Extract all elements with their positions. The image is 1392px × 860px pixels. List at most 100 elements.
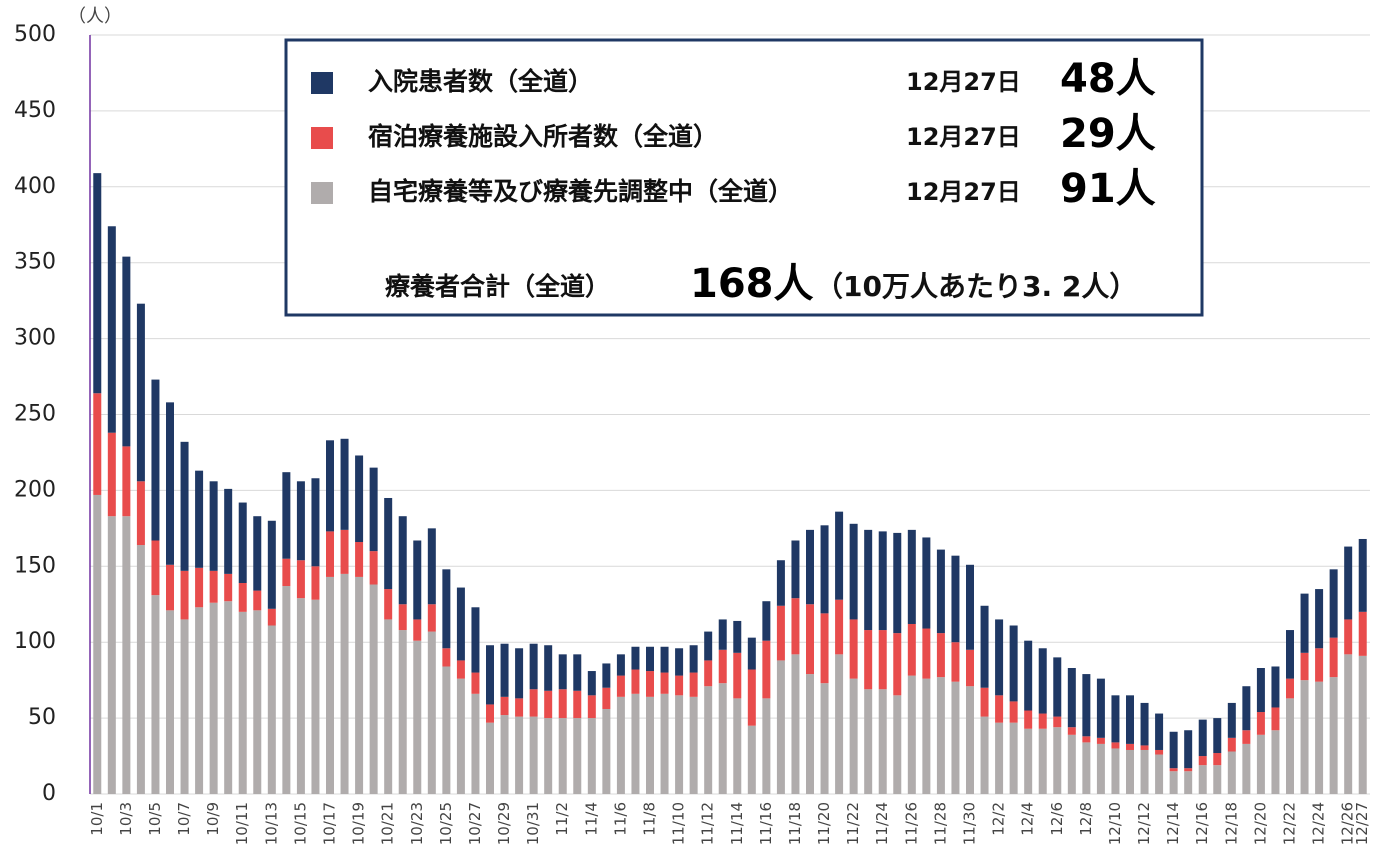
bar-segment bbox=[544, 645, 553, 691]
bar-segment bbox=[602, 663, 611, 688]
x-tick-label: 11/12 bbox=[699, 802, 717, 845]
x-tick-label: 10/23 bbox=[408, 802, 426, 845]
x-tick-label: 12/24 bbox=[1310, 802, 1328, 845]
bar-segment bbox=[1198, 719, 1207, 757]
x-tick-label: 12/6 bbox=[1048, 802, 1066, 836]
bar-segment bbox=[980, 687, 989, 717]
x-tick-label: 12/22 bbox=[1281, 802, 1299, 845]
bar-segment bbox=[1009, 701, 1018, 723]
bar-segment bbox=[1067, 668, 1076, 728]
legend-swatch bbox=[311, 127, 333, 149]
bar-segment bbox=[1038, 648, 1047, 714]
bar-segment bbox=[1140, 702, 1149, 746]
bar-segment bbox=[1198, 756, 1207, 766]
bar-segment bbox=[311, 478, 320, 567]
legend-date: 12月27日 bbox=[906, 123, 1021, 151]
bar-segment bbox=[631, 693, 640, 794]
bar-segment bbox=[747, 637, 756, 670]
bar-segment bbox=[1213, 718, 1222, 754]
bar-segment bbox=[384, 589, 393, 620]
bar-segment bbox=[282, 586, 291, 794]
y-tick-label: 450 bbox=[14, 98, 56, 123]
bar-segment bbox=[253, 610, 262, 794]
bar-segment bbox=[747, 669, 756, 726]
bar-segment bbox=[733, 698, 742, 794]
bar-segment bbox=[660, 672, 669, 694]
bar-segment bbox=[93, 393, 102, 495]
bar-segment bbox=[922, 628, 931, 679]
bar-segment bbox=[224, 573, 233, 602]
bar-segment bbox=[791, 540, 800, 599]
bar-segment bbox=[340, 573, 349, 794]
bar-segment bbox=[326, 440, 334, 532]
bar-segment bbox=[413, 540, 422, 620]
bar-segment bbox=[646, 696, 654, 794]
bar-segment bbox=[1169, 771, 1178, 794]
bar-segment bbox=[951, 642, 960, 682]
bar-segment bbox=[486, 722, 494, 794]
bar-segment bbox=[340, 529, 349, 574]
legend-swatch bbox=[311, 72, 333, 94]
y-tick-label: 350 bbox=[14, 250, 56, 275]
bar-segment bbox=[413, 640, 422, 794]
x-tick-label: 10/15 bbox=[291, 802, 309, 845]
bar-segment bbox=[762, 640, 771, 699]
bar-segment bbox=[718, 619, 727, 650]
bar-segment bbox=[1111, 748, 1120, 794]
bar-segment bbox=[660, 646, 669, 673]
bar-segment bbox=[864, 630, 873, 690]
bar-segment bbox=[936, 677, 945, 794]
x-tick-label: 11/26 bbox=[902, 802, 920, 845]
bar-segment bbox=[1227, 702, 1236, 738]
legend-value: 91人 bbox=[1060, 166, 1156, 212]
bar-segment bbox=[1140, 745, 1149, 750]
bar-segment bbox=[878, 689, 887, 794]
bar-segment bbox=[1300, 680, 1309, 794]
y-tick-label: 200 bbox=[14, 477, 56, 502]
total-label: 療養者合計（全道） bbox=[385, 272, 610, 301]
x-tick-label: 10/17 bbox=[321, 802, 339, 845]
bar-segment bbox=[136, 545, 145, 794]
bar-segment bbox=[893, 695, 902, 794]
bar-segment bbox=[1169, 731, 1178, 769]
bar-segment bbox=[1315, 648, 1324, 682]
bar-segment bbox=[515, 648, 524, 699]
bar-segment bbox=[107, 432, 116, 517]
x-tick-label: 10/19 bbox=[350, 802, 368, 845]
x-tick-label: 11/14 bbox=[728, 802, 746, 845]
x-tick-label: 11/30 bbox=[961, 802, 979, 845]
x-tick-label: 10/9 bbox=[204, 802, 222, 836]
bar-segment bbox=[471, 672, 480, 694]
bar-segment bbox=[544, 718, 553, 794]
x-tick-label: 11/8 bbox=[641, 802, 659, 836]
legend-value: 29人 bbox=[1060, 111, 1156, 157]
bar-segment bbox=[1227, 751, 1236, 794]
bar-segment bbox=[1009, 625, 1018, 702]
bar-segment bbox=[675, 695, 684, 794]
x-tick-label: 12/12 bbox=[1135, 802, 1153, 845]
bar-segment bbox=[980, 605, 989, 688]
bar-segment bbox=[718, 683, 727, 794]
bar-segment bbox=[296, 481, 305, 561]
bar-segment bbox=[1213, 753, 1222, 766]
bar-segment bbox=[835, 599, 844, 655]
bar-segment bbox=[558, 689, 567, 719]
bar-segment bbox=[267, 625, 276, 794]
bar-segment bbox=[791, 654, 800, 794]
bar-segment bbox=[107, 226, 116, 433]
bar-segment bbox=[355, 455, 364, 543]
bar-segment bbox=[122, 256, 131, 447]
bar-segment bbox=[864, 529, 873, 631]
bar-segment bbox=[587, 718, 596, 794]
bar-segment bbox=[1111, 742, 1120, 749]
legend-label: 自宅療養等及び療養先調整中（全道） bbox=[368, 177, 793, 206]
bar-segment bbox=[1271, 730, 1280, 794]
bar-segment bbox=[675, 675, 684, 696]
x-tick-label: 10/13 bbox=[262, 802, 280, 845]
bar-segment bbox=[515, 698, 524, 717]
bar-segment bbox=[1358, 538, 1367, 612]
bar-segment bbox=[471, 607, 480, 673]
bar-segment bbox=[442, 666, 451, 794]
bar-segment bbox=[369, 551, 378, 585]
